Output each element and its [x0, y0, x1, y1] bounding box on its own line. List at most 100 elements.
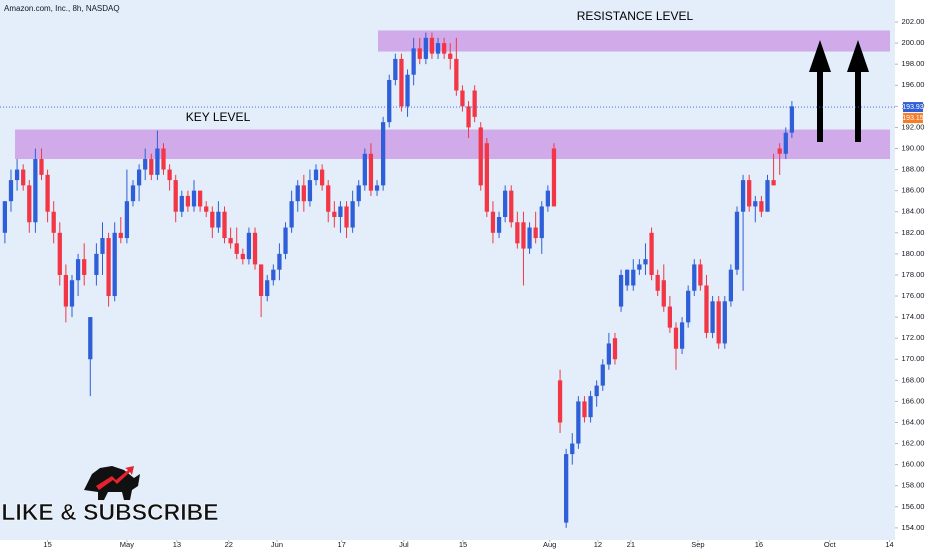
candle-body [2, 201, 8, 233]
candle-body [564, 454, 569, 523]
x-tick-label: 14 [885, 540, 893, 549]
candle-body [551, 148, 557, 207]
candle-body [698, 264, 703, 286]
candle-body [252, 232, 258, 265]
candle-body [570, 443, 575, 455]
x-tick-label: Oct [824, 540, 837, 549]
candle-body [649, 232, 654, 275]
y-tick-label: 178.00 [902, 270, 925, 279]
x-tick-label: 12 [594, 540, 602, 549]
candle-body [667, 306, 673, 328]
candle-body [521, 222, 526, 249]
candle-body [496, 216, 502, 233]
candle-body [21, 169, 26, 186]
candle-body [411, 48, 416, 75]
candle-body [686, 290, 691, 323]
candle-body [204, 206, 209, 212]
candle-body [197, 190, 203, 207]
candle-body [393, 58, 398, 80]
level-label: KEY LEVEL [186, 110, 251, 124]
candle-body [740, 180, 746, 212]
y-tick-label: 176.00 [902, 291, 925, 300]
candle-body [344, 206, 349, 228]
candle-body [777, 148, 782, 154]
y-tick-label: 172.00 [902, 333, 925, 342]
candle-body [155, 148, 160, 175]
y-tick-label: 168.00 [902, 375, 925, 384]
y-tick-label: 202.00 [902, 17, 925, 26]
y-tick-label: 170.00 [902, 354, 925, 363]
y-tick-label: 166.00 [902, 396, 925, 405]
candle-body [191, 190, 197, 207]
candle-body [387, 79, 392, 123]
candle-body [618, 274, 624, 307]
candle-body [313, 169, 319, 181]
plot-background [0, 0, 895, 540]
x-tick-label: May [120, 540, 134, 549]
candle-body [8, 180, 14, 202]
candle-body [130, 185, 136, 202]
candle-body [710, 301, 715, 333]
candle-body [167, 169, 172, 181]
candle-body [161, 148, 166, 170]
candle-body [136, 169, 142, 186]
candle-body [503, 190, 508, 217]
candle-body [332, 211, 337, 217]
candle-body [75, 259, 81, 281]
candle-body [655, 274, 660, 291]
candle-body [88, 317, 93, 360]
candle-body [368, 153, 374, 191]
candle-body [57, 232, 62, 275]
candle-body [759, 201, 764, 212]
x-tick-label: 16 [755, 540, 763, 549]
candle-body [606, 343, 612, 365]
candle-body [466, 106, 471, 128]
candle-body [283, 227, 288, 254]
candle-body [106, 238, 111, 297]
candle-body [27, 185, 32, 223]
candle-body [728, 269, 734, 302]
x-tick-label: 15 [43, 540, 51, 549]
candle-body [271, 269, 276, 281]
candle-body [100, 238, 105, 254]
candle-body [527, 227, 532, 249]
price-label-box [903, 102, 923, 113]
candle-body [557, 380, 563, 423]
candle-body [478, 127, 483, 186]
time-axis [0, 540, 895, 550]
candle-body [210, 211, 215, 228]
candle-body [753, 201, 758, 207]
bull-logo [84, 466, 140, 500]
candle-body [612, 338, 618, 360]
y-tick-label: 154.00 [902, 523, 925, 532]
candle-body [216, 211, 221, 228]
candle-body [448, 53, 453, 59]
level-label: RESISTANCE LEVEL [577, 9, 694, 23]
candle-body [643, 259, 648, 265]
candle-body [545, 190, 550, 207]
candle-body [673, 327, 679, 349]
candle-body [594, 385, 599, 397]
candle-body [301, 185, 306, 202]
candle-body [429, 37, 435, 54]
candle-body [240, 253, 245, 260]
candle-body [576, 401, 581, 444]
candle-body [39, 159, 44, 175]
candle-body [417, 48, 422, 59]
candle-body [692, 264, 697, 291]
y-tick-label: 174.00 [902, 312, 925, 321]
candle-body [625, 269, 630, 286]
candle-body [222, 211, 227, 239]
candle-body [405, 74, 410, 107]
y-tick-label: 200.00 [902, 38, 925, 47]
watermark: LIKE & SUBSCRIBE [1, 499, 218, 525]
y-tick-label: 198.00 [902, 59, 925, 68]
price-label-box [903, 113, 923, 124]
level-band [15, 129, 890, 160]
candle-body [637, 264, 642, 270]
candle-body [734, 211, 740, 270]
candle-body [112, 232, 117, 297]
candle-body [258, 264, 264, 297]
candle-body [319, 169, 325, 186]
candle-body [582, 401, 587, 418]
